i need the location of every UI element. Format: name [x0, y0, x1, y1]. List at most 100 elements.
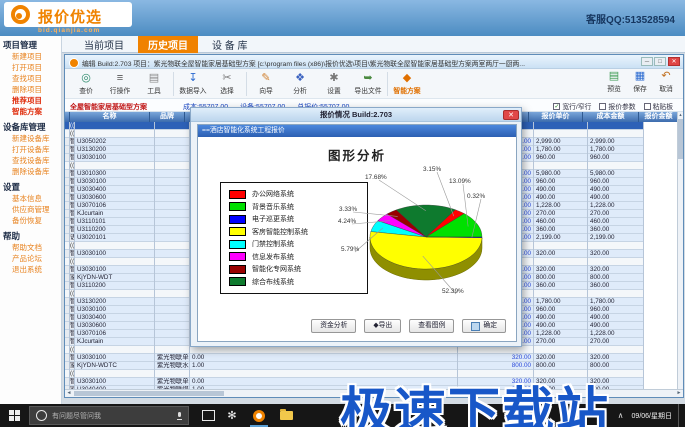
table-cell: U3030100: [75, 250, 155, 258]
horizontal-scrollbar[interactable]: ◄ ►: [65, 389, 683, 397]
window-titlebar[interactable]: 编辑 Build:2.703 项目：紫光物联全屋智能家居基础型方案 [c:\pr…: [65, 55, 683, 69]
table-cell: 490.00: [588, 314, 644, 322]
toolbar-button-智能方案[interactable]: ◆ 智能方案: [390, 72, 424, 95]
breadcrumb: 全屋智能家居基础型方案: [70, 104, 147, 111]
column-header: 报价金额: [639, 112, 679, 122]
toolbar-button-查价[interactable]: ◎ 查价: [69, 72, 103, 95]
sidebar-item[interactable]: 帮助文档: [12, 243, 42, 252]
tab-当前项目[interactable]: 当前项目: [84, 40, 124, 52]
pie-label-line: [462, 183, 469, 227]
table-cell: 紫光物联煤气探测器: [155, 386, 190, 391]
toolbar-button-预览[interactable]: ▤ 预览: [601, 70, 627, 93]
sidebar-item[interactable]: 智能方案: [12, 107, 42, 116]
sidebar-item[interactable]: 打开项目: [12, 63, 42, 72]
sidebar-item[interactable]: 推荐项目: [12, 96, 42, 105]
table-row[interactable]: (((主卫))): [65, 346, 679, 354]
toolbar-button-保存[interactable]: ▦ 保存: [627, 70, 653, 93]
toolbar-button-向导[interactable]: ✎ 向导: [249, 72, 283, 95]
table-row[interactable]: 智能照明U3030100紫光物联单开单控智能开关0.00320.00320.00…: [65, 354, 679, 362]
table-cell: 智能照明: [70, 266, 75, 274]
dialog-titlebar[interactable]: 报价情况 Build:2.703: [191, 108, 521, 122]
toolbar-button-工具[interactable]: ▤ 工具: [137, 72, 171, 95]
chart-legend: 办公网络系统 背景音乐系统 电子巡更系统 客房智能控制系统 门禁控制系统 信息发布系统 智能…: [220, 182, 368, 294]
dialog-button-导出[interactable]: ◆导出: [364, 319, 402, 333]
dialog-button-资金分析[interactable]: 资金分析: [311, 319, 357, 333]
quote-app-taskbar-icon[interactable]: [247, 404, 271, 427]
toolbar-button-取消[interactable]: ↶ 取消: [653, 70, 679, 93]
scroll-right-icon[interactable]: ►: [676, 390, 682, 396]
row-number: [65, 178, 70, 186]
sidebar-item[interactable]: 打开设备库: [12, 145, 50, 154]
checkbox-粘贴板[interactable]: 粘贴板: [643, 101, 673, 111]
legend-swatch: [229, 264, 246, 274]
table-cell: KJcurtain: [75, 210, 155, 218]
show-desktop-button[interactable]: [678, 404, 681, 427]
table-row[interactable]: 智能照明U3030100紫光物联单开单控智能开关0.00320.00320.00…: [65, 378, 679, 386]
task-view-button[interactable]: [196, 404, 220, 427]
legend-label: 客房智能控制系统: [252, 228, 308, 236]
table-cell: [155, 266, 190, 274]
vertical-scroll-thumb[interactable]: [678, 119, 683, 159]
table-cell: 800.00: [458, 362, 534, 370]
table-cell: [534, 130, 588, 138]
microphone-icon[interactable]: [177, 411, 182, 420]
hidden-icons-chevron[interactable]: ∧: [617, 411, 624, 420]
sidebar-item[interactable]: 备份恢复: [12, 216, 42, 225]
scroll-left-icon[interactable]: ◄: [66, 390, 72, 396]
legend-swatch: [229, 214, 246, 224]
logo-title: 报价优选: [38, 9, 103, 26]
toolbar-button-导出文件[interactable]: ➥ 导出文件: [351, 72, 385, 95]
toolbar-button-设置[interactable]: ✱ 设置: [317, 72, 351, 95]
table-cell: 320.00: [588, 266, 644, 274]
row-number: [65, 234, 70, 242]
table-cell: (((主卫))): [70, 346, 75, 354]
table-row[interactable]: (((客卫))): [65, 370, 679, 378]
sidebar-item[interactable]: 删除设备库: [12, 167, 50, 176]
tab-历史项目[interactable]: 历史项目: [138, 35, 198, 53]
sidebar-item[interactable]: 删除项目: [12, 85, 42, 94]
toolbar-button-行操作[interactable]: ≡ 行操作: [103, 72, 137, 95]
sidebar-item[interactable]: 新建项目: [12, 52, 42, 61]
sidebar-item[interactable]: 供应商管理: [12, 205, 50, 214]
sidebar-item[interactable]: 产品论坛: [12, 254, 42, 263]
file-explorer-icon[interactable]: [274, 404, 298, 427]
dialog-button-确定[interactable]: 确定: [462, 319, 506, 333]
sidebar-item[interactable]: 查找项目: [12, 74, 42, 83]
sidebar-item[interactable]: 查找设备库: [12, 156, 50, 165]
toolbar-label: 行操作: [109, 88, 131, 95]
checkbox-报价参数[interactable]: 报价参数: [599, 101, 636, 111]
vertical-scrollbar[interactable]: ▲: [677, 112, 683, 391]
toolbar-button-分析[interactable]: ❖ 分析: [283, 72, 317, 95]
search-input[interactable]: 有问题尽管问我: [29, 406, 189, 425]
column-header: 成本金额: [583, 112, 639, 122]
close-button[interactable]: ✕: [668, 57, 680, 66]
table-cell: [155, 370, 190, 378]
toolbar-button-数据导入[interactable]: ↧ 数据导入: [176, 72, 210, 95]
sidebar-item[interactable]: 基本信息: [12, 194, 42, 203]
pinwheel-app-icon[interactable]: ✻: [227, 410, 237, 422]
scroll-up-icon[interactable]: ▲: [678, 112, 683, 117]
sidebar-item[interactable]: 退出系统: [12, 265, 42, 274]
toolbar-button-选择[interactable]: ✂ 选择: [210, 72, 244, 95]
minimize-button[interactable]: ─: [641, 57, 653, 66]
sidebar-item[interactable]: 新建设备库: [12, 134, 50, 143]
table-cell: 320.00: [458, 354, 534, 362]
maximize-button[interactable]: □: [654, 57, 666, 66]
table-cell: 490.00: [534, 314, 588, 322]
tray-date[interactable]: 09/06/星期日: [631, 412, 672, 420]
pie-label: 17.68%: [365, 174, 387, 181]
tab-设备库[interactable]: 设 备 库: [212, 40, 248, 52]
pie-label: 0.32%: [467, 193, 485, 200]
table-row[interactable]: 家庭安全系统U3040400紫光物联煤气探测器1.00800.00800.008…: [65, 386, 679, 391]
checkbox-宽行/窄行[interactable]: ✓ 宽行/窄行: [553, 101, 591, 111]
table-row[interactable]: 家庭安全系统KjYDN-WDTC紫光物联水浸探测器1.00800.00800.0…: [65, 362, 679, 370]
dialog-button-查看图例[interactable]: 查看图例: [409, 319, 455, 333]
legend-item: 背景音乐系统: [229, 201, 367, 214]
start-button[interactable]: [0, 404, 28, 427]
toolbar-label: 导出文件: [354, 88, 382, 95]
toolbar-label: 工具: [147, 88, 161, 95]
dialog-close-button[interactable]: ✕: [503, 110, 519, 120]
table-cell: U3020101: [75, 234, 155, 242]
horizontal-scroll-thumb[interactable]: [74, 391, 224, 396]
table-cell: 320.00: [588, 354, 644, 362]
